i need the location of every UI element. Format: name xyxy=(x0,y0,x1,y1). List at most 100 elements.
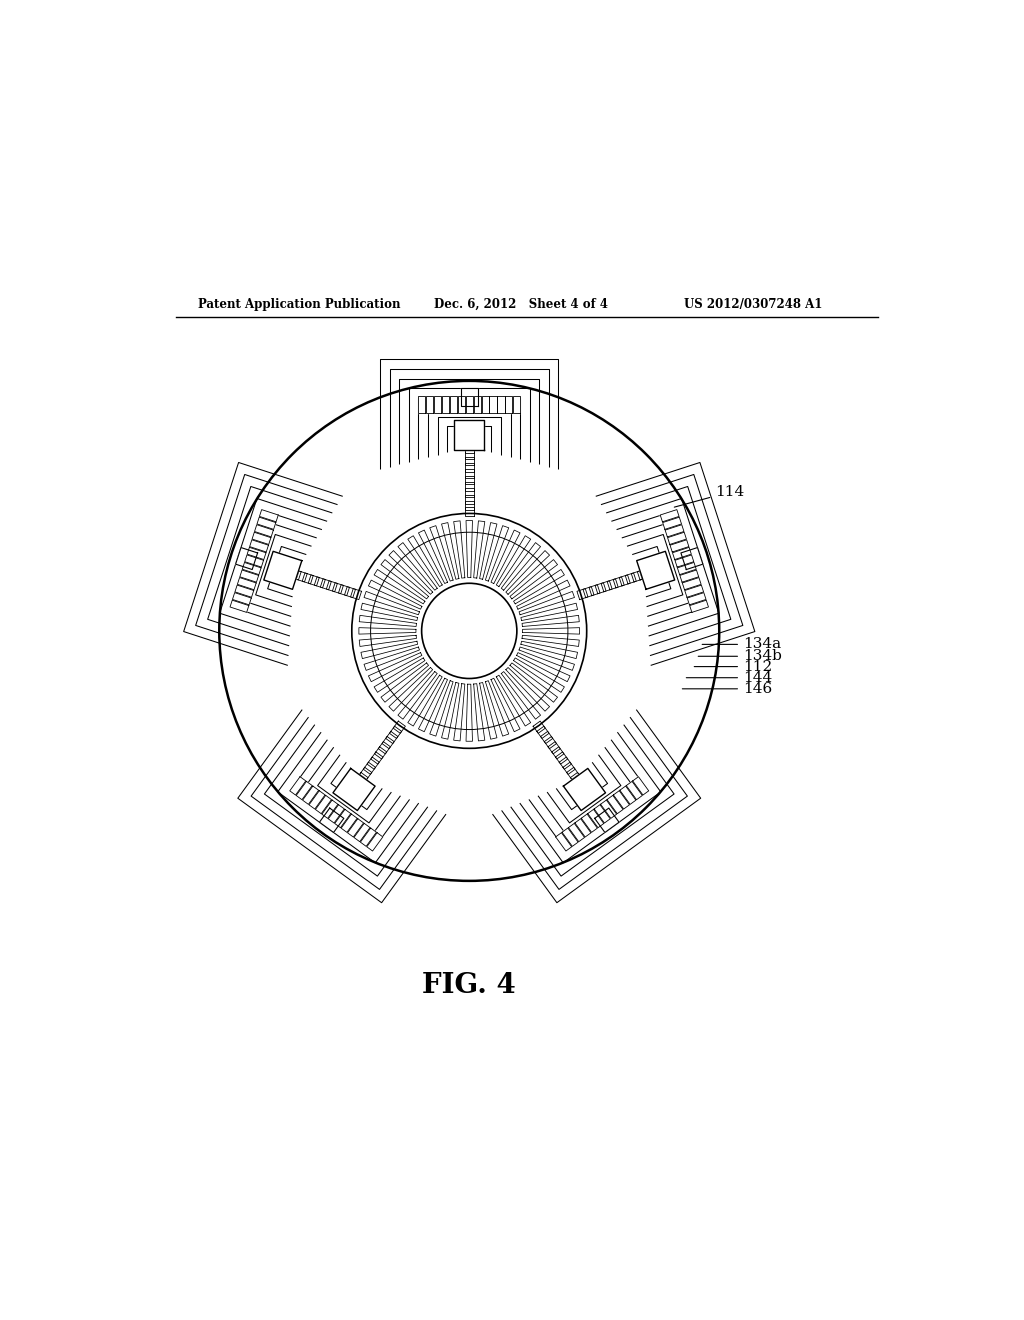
Polygon shape xyxy=(588,809,604,828)
Polygon shape xyxy=(408,536,442,586)
Polygon shape xyxy=(232,593,251,605)
Polygon shape xyxy=(485,681,509,737)
Polygon shape xyxy=(264,552,302,589)
Polygon shape xyxy=(389,550,433,594)
Polygon shape xyxy=(510,663,557,702)
Polygon shape xyxy=(461,388,478,405)
Polygon shape xyxy=(450,396,457,413)
Polygon shape xyxy=(497,676,530,726)
Polygon shape xyxy=(497,536,530,586)
Polygon shape xyxy=(680,570,698,582)
Polygon shape xyxy=(434,396,441,413)
Text: 144: 144 xyxy=(686,671,772,685)
Polygon shape xyxy=(389,668,433,711)
Polygon shape xyxy=(479,523,497,579)
Polygon shape xyxy=(582,814,597,833)
Polygon shape xyxy=(663,517,682,529)
Polygon shape xyxy=(516,579,570,609)
Polygon shape xyxy=(521,603,578,620)
Text: 146: 146 xyxy=(682,682,772,696)
Polygon shape xyxy=(521,642,578,659)
Polygon shape xyxy=(485,525,509,581)
Polygon shape xyxy=(442,396,449,413)
Polygon shape xyxy=(506,668,550,711)
Polygon shape xyxy=(358,628,416,634)
Polygon shape xyxy=(481,396,488,413)
Polygon shape xyxy=(367,833,383,851)
Polygon shape xyxy=(613,791,630,809)
Polygon shape xyxy=(498,396,505,413)
Polygon shape xyxy=(595,808,620,833)
Polygon shape xyxy=(637,552,675,589)
Polygon shape xyxy=(360,603,418,620)
Circle shape xyxy=(219,381,719,880)
Polygon shape xyxy=(234,585,254,597)
Polygon shape xyxy=(670,540,689,552)
Polygon shape xyxy=(620,785,636,804)
Polygon shape xyxy=(398,543,437,590)
Polygon shape xyxy=(522,628,580,634)
Polygon shape xyxy=(333,768,375,810)
Polygon shape xyxy=(419,678,447,731)
Polygon shape xyxy=(506,550,550,594)
Polygon shape xyxy=(255,525,273,537)
Polygon shape xyxy=(441,523,459,579)
Polygon shape xyxy=(430,681,453,737)
Polygon shape xyxy=(681,548,702,569)
Text: US 2012/0307248 A1: US 2012/0307248 A1 xyxy=(684,298,822,312)
Polygon shape xyxy=(574,818,591,837)
Polygon shape xyxy=(419,531,447,583)
Text: 112: 112 xyxy=(694,660,772,673)
Polygon shape xyxy=(607,796,623,813)
Polygon shape xyxy=(689,601,709,612)
Polygon shape xyxy=(562,828,579,846)
Polygon shape xyxy=(252,532,271,544)
Polygon shape xyxy=(381,663,428,702)
Polygon shape xyxy=(633,776,649,795)
Polygon shape xyxy=(510,560,557,599)
Polygon shape xyxy=(522,635,580,647)
Polygon shape xyxy=(513,396,520,413)
Polygon shape xyxy=(466,684,472,742)
Polygon shape xyxy=(687,593,706,605)
Polygon shape xyxy=(454,521,465,578)
Polygon shape xyxy=(347,818,364,837)
Polygon shape xyxy=(668,532,686,544)
Polygon shape xyxy=(678,562,696,574)
Polygon shape xyxy=(430,525,453,581)
Polygon shape xyxy=(490,531,520,583)
Polygon shape xyxy=(259,510,279,521)
Polygon shape xyxy=(455,420,484,450)
Polygon shape xyxy=(516,652,570,681)
Polygon shape xyxy=(238,578,256,590)
Polygon shape xyxy=(359,615,417,627)
Polygon shape xyxy=(506,396,512,413)
Polygon shape xyxy=(522,615,580,627)
Polygon shape xyxy=(257,517,275,529)
Polygon shape xyxy=(290,776,306,795)
Polygon shape xyxy=(247,548,266,560)
Polygon shape xyxy=(474,396,480,413)
Polygon shape xyxy=(341,814,357,833)
Polygon shape xyxy=(466,396,473,413)
Polygon shape xyxy=(250,540,268,552)
Polygon shape xyxy=(245,554,263,568)
Polygon shape xyxy=(230,601,249,612)
Polygon shape xyxy=(374,657,425,692)
Polygon shape xyxy=(426,396,433,413)
Text: FIG. 4: FIG. 4 xyxy=(422,972,516,999)
Text: 134a: 134a xyxy=(702,638,781,651)
Polygon shape xyxy=(514,657,564,692)
Polygon shape xyxy=(519,647,574,671)
Polygon shape xyxy=(364,647,420,671)
Text: 134b: 134b xyxy=(698,649,782,663)
Polygon shape xyxy=(675,554,694,568)
Text: Dec. 6, 2012   Sheet 4 of 4: Dec. 6, 2012 Sheet 4 of 4 xyxy=(433,298,607,312)
Polygon shape xyxy=(489,396,497,413)
Polygon shape xyxy=(556,833,571,851)
Polygon shape xyxy=(236,548,258,569)
Polygon shape xyxy=(563,768,605,810)
Polygon shape xyxy=(418,396,425,413)
Polygon shape xyxy=(243,562,261,574)
Polygon shape xyxy=(441,682,459,739)
